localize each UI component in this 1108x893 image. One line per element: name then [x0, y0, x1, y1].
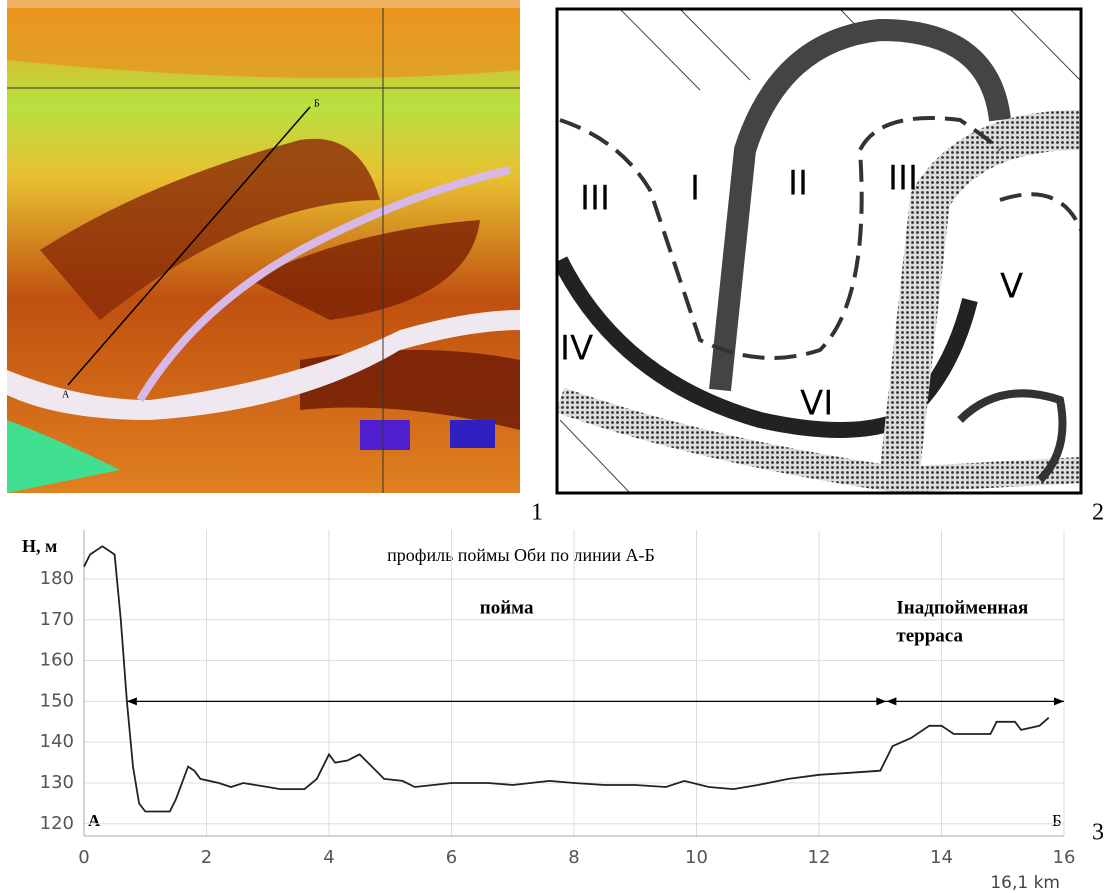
x-tick-label: 14 [930, 847, 953, 868]
y-tick-label: 180 [40, 568, 74, 589]
map-point: А [62, 389, 70, 400]
x-tick-label: 16 [1053, 847, 1076, 868]
x-tick-label: 12 [808, 847, 831, 868]
scheme: III I II III IV V VI [557, 9, 1081, 493]
zone-label: IV [560, 329, 593, 369]
x-tick-label: 6 [446, 847, 457, 868]
start-label: А [88, 811, 101, 830]
arrow-head [126, 697, 137, 706]
zone-label: III [580, 179, 610, 219]
x-tick-label: 10 [685, 847, 708, 868]
end-label: Б [1052, 811, 1062, 830]
x-tick-label: 2 [201, 847, 212, 868]
y-tick-label: 130 [40, 772, 74, 793]
x-tick-label: 8 [568, 847, 579, 868]
arrow-head [886, 697, 897, 706]
arrow-head [1054, 697, 1064, 706]
satellite-image: А Б [7, 0, 520, 493]
x-unit-label: 16,1 km [990, 873, 1060, 893]
annotation: Iнадпойменная [896, 598, 1028, 619]
zone-label: II [788, 164, 808, 204]
scheme-frame [555, 7, 1083, 495]
y-tick-label: 150 [40, 690, 74, 711]
annotation: терраса [896, 626, 963, 647]
zone-label: VI [800, 384, 833, 424]
arrow-head [876, 697, 887, 706]
annotation: пойма [480, 598, 534, 619]
chart-title: профиль поймы Оби по линии А-Б [387, 545, 655, 565]
panel-number: 3 [1092, 820, 1104, 846]
panel-number: 2 [1092, 500, 1104, 526]
y-tick-label: 120 [40, 813, 74, 834]
x-tick-label: 0 [78, 847, 89, 868]
y-axis-label: H, м [22, 536, 57, 556]
zone-label: III [888, 159, 918, 199]
zone-label: I [690, 169, 700, 209]
profile-line [83, 545, 1050, 813]
zone-label: V [1000, 267, 1023, 307]
panel-number: 1 [531, 500, 543, 526]
y-tick-label: 170 [40, 609, 74, 630]
y-tick-label: 140 [40, 731, 74, 752]
x-tick-label: 4 [323, 847, 334, 868]
y-tick-label: 160 [40, 650, 74, 671]
map-point: Б [314, 98, 320, 109]
